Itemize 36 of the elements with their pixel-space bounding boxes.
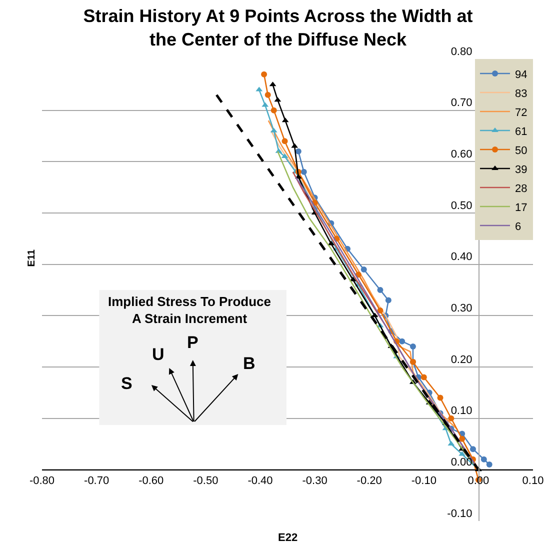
x-tick-label: -0.10 [411, 474, 436, 487]
x-tick-label: 0.00 [468, 474, 490, 487]
legend-label: 39 [515, 164, 528, 176]
y-tick-label: 0.10 [450, 405, 472, 418]
annotation: B [243, 354, 256, 373]
annotation: S [121, 374, 132, 393]
y-tick-label: 0.60 [450, 148, 472, 161]
y-tick-label: 0.50 [450, 200, 472, 212]
x-tick-label: -0.20 [356, 474, 382, 487]
y-tick-label: 0.20 [450, 354, 472, 366]
y-tick-label: 0.40 [450, 251, 472, 264]
annotation: U [152, 345, 164, 364]
x-tick-label: 0.10 [522, 474, 544, 487]
legend-label: 83 [515, 88, 528, 100]
x-tick-label: -0.70 [84, 474, 110, 487]
y-tick-label: 0.00 [450, 456, 472, 469]
legend-label: 28 [515, 182, 528, 195]
x-tick-label: -0.40 [248, 474, 273, 487]
annotation: Implied Stress To Produce A Strain Increment [108, 294, 272, 326]
x-tick-label: -0.30 [302, 474, 328, 487]
x-tick-label: -0.50 [193, 474, 218, 487]
legend-label: 61 [515, 126, 528, 138]
annotation: P [187, 333, 198, 352]
y-tick-label: 0.70 [450, 97, 472, 110]
legend-label: 50 [515, 144, 528, 157]
x-tick-label: -0.80 [29, 474, 55, 487]
y-tick-label: 0.30 [450, 302, 472, 315]
legend-label: 72 [515, 106, 528, 119]
x-axis-title: E22 [278, 532, 298, 544]
y-axis-title: E11 [26, 249, 38, 267]
x-tick-label: -0.60 [138, 474, 164, 487]
legend-label: 17 [515, 202, 528, 214]
y-tick-label: -0.10 [447, 508, 472, 520]
legend-label: 94 [515, 68, 528, 81]
y-tick-label: 0.80 [450, 46, 472, 58]
legend-label: 6 [515, 220, 522, 233]
